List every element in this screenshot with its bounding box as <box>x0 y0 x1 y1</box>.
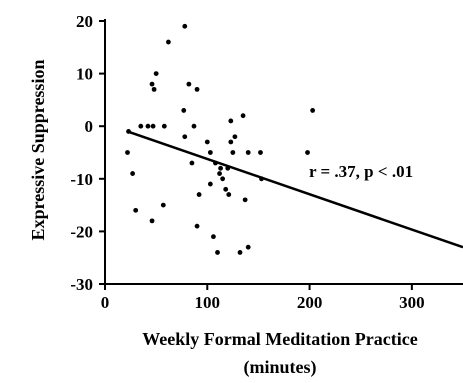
data-point <box>258 150 263 155</box>
data-point <box>194 86 200 92</box>
y-tick-label: -10 <box>70 170 93 189</box>
y-tick-label: -30 <box>70 275 93 294</box>
x-axis-title-units: (minutes) <box>244 357 317 378</box>
data-point <box>242 197 248 203</box>
x-tick-label: 0 <box>101 293 110 312</box>
data-point <box>228 118 234 124</box>
data-point <box>218 165 223 171</box>
data-point <box>149 81 155 87</box>
data-point <box>145 123 151 129</box>
x-tick-label: 300 <box>399 293 425 312</box>
data-point <box>220 176 226 182</box>
data-point <box>186 81 192 87</box>
data-point <box>228 139 234 145</box>
data-point <box>196 192 202 197</box>
data-point <box>160 202 166 208</box>
data-point <box>130 171 136 176</box>
data-point <box>161 123 167 129</box>
x-axis-ticks: 0 100 200 300 <box>101 284 425 312</box>
correlation-annotation: r = .37, p < .01 <box>309 162 413 181</box>
data-point <box>240 113 246 119</box>
y-tick-label: 20 <box>76 12 93 31</box>
data-point <box>153 71 159 76</box>
y-tick-label: 10 <box>76 65 93 84</box>
data-points <box>125 23 316 255</box>
data-point <box>189 160 195 166</box>
data-point <box>149 218 155 224</box>
data-point <box>207 150 213 155</box>
data-point <box>215 250 220 255</box>
x-tick-label: 100 <box>195 293 221 312</box>
y-axis-ticks: 20 10 0 -10 -20 -30 <box>70 12 105 294</box>
data-point <box>310 108 316 113</box>
data-point <box>194 223 200 229</box>
x-tick-label: 200 <box>297 293 323 312</box>
data-point <box>305 150 310 155</box>
data-point <box>182 134 188 140</box>
data-point <box>217 171 222 176</box>
y-axis-title: Expressive Suppression <box>28 60 48 241</box>
data-point <box>223 186 229 192</box>
data-point <box>182 23 188 29</box>
data-point <box>237 250 243 255</box>
data-point <box>138 123 144 129</box>
data-point <box>150 123 156 129</box>
data-point <box>245 244 251 250</box>
data-point <box>207 181 213 187</box>
data-point <box>125 150 130 155</box>
data-point <box>230 150 236 155</box>
data-point <box>191 123 197 129</box>
data-point <box>226 192 232 197</box>
data-point <box>181 108 187 113</box>
y-tick-label: 0 <box>85 117 94 136</box>
data-point <box>232 134 238 140</box>
data-point <box>211 234 216 240</box>
data-point <box>133 207 139 213</box>
regression-line <box>127 130 463 249</box>
data-point <box>245 150 251 155</box>
y-tick-label: -20 <box>70 222 93 241</box>
data-point <box>151 86 157 92</box>
x-axis-title: Weekly Formal Meditation Practice <box>142 329 417 349</box>
data-point <box>166 39 171 45</box>
data-point <box>204 139 210 145</box>
